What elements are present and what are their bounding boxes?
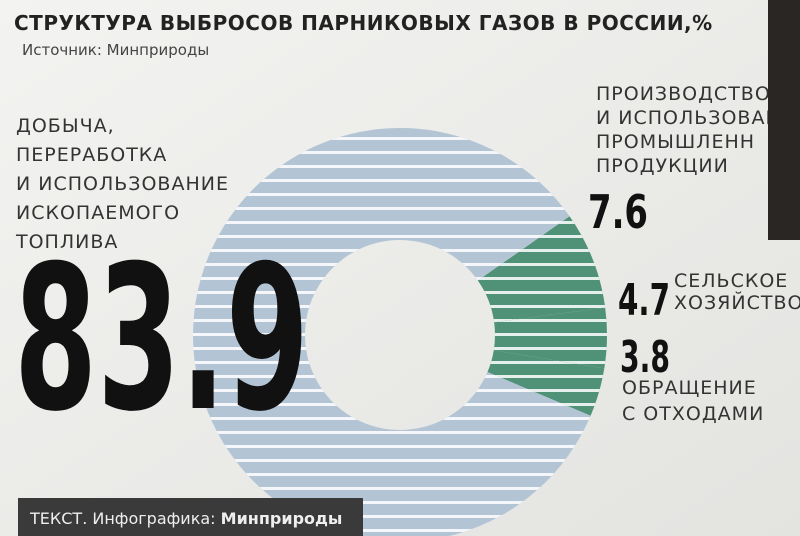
chart-subtitle: Источник: Минприроды [22, 41, 209, 59]
video-overlay [768, 0, 800, 240]
slice-stripes [477, 216, 606, 323]
chart-title: СТРУКТУРА ВЫБРОСОВ ПАРНИКОВЫХ ГАЗОВ В РО… [14, 11, 713, 35]
category-label: ПРОИЗВОДСТВО [596, 83, 771, 105]
category-label: И ИСПОЛЬЗОВАН [596, 107, 781, 129]
slice-stripes [487, 350, 605, 416]
value-label: 7.6 [588, 185, 648, 239]
category-label: СЕЛЬСКОЕ [674, 270, 788, 292]
category-label: ХОЗЯЙСТВО [674, 291, 800, 314]
value-label: 3.8 [620, 332, 670, 383]
footer: ТЕКСТ. Инфографика: Минприроды [29, 509, 342, 528]
category-label: С ОТХОДАМИ [622, 403, 764, 425]
category-label: ПЕРЕРАБОТКА [16, 144, 167, 166]
value-label: 4.7 [618, 275, 670, 326]
value-label: 83.9 [14, 223, 309, 456]
footer-prefix: ТЕКСТ. Инфографика: [29, 509, 216, 528]
category-label: ПРОДУКЦИИ [596, 155, 729, 177]
category-label: ОБРАЩЕНИЕ [622, 377, 757, 399]
category-label: ПРОМЫШЛЕНН [596, 131, 755, 153]
footer-source: Минприроды [221, 509, 343, 528]
slice-stripes [493, 307, 607, 369]
category-label: ИСКОПАЕМОГО [16, 202, 180, 224]
category-label: ТОПЛИВА [15, 231, 118, 253]
slice-stripes [193, 128, 591, 536]
category-label: И ИСПОЛЬЗОВАНИЕ [16, 173, 229, 195]
category-label: ДОБЫЧА, [16, 115, 115, 137]
footer-box [18, 498, 363, 536]
donut [193, 128, 607, 536]
